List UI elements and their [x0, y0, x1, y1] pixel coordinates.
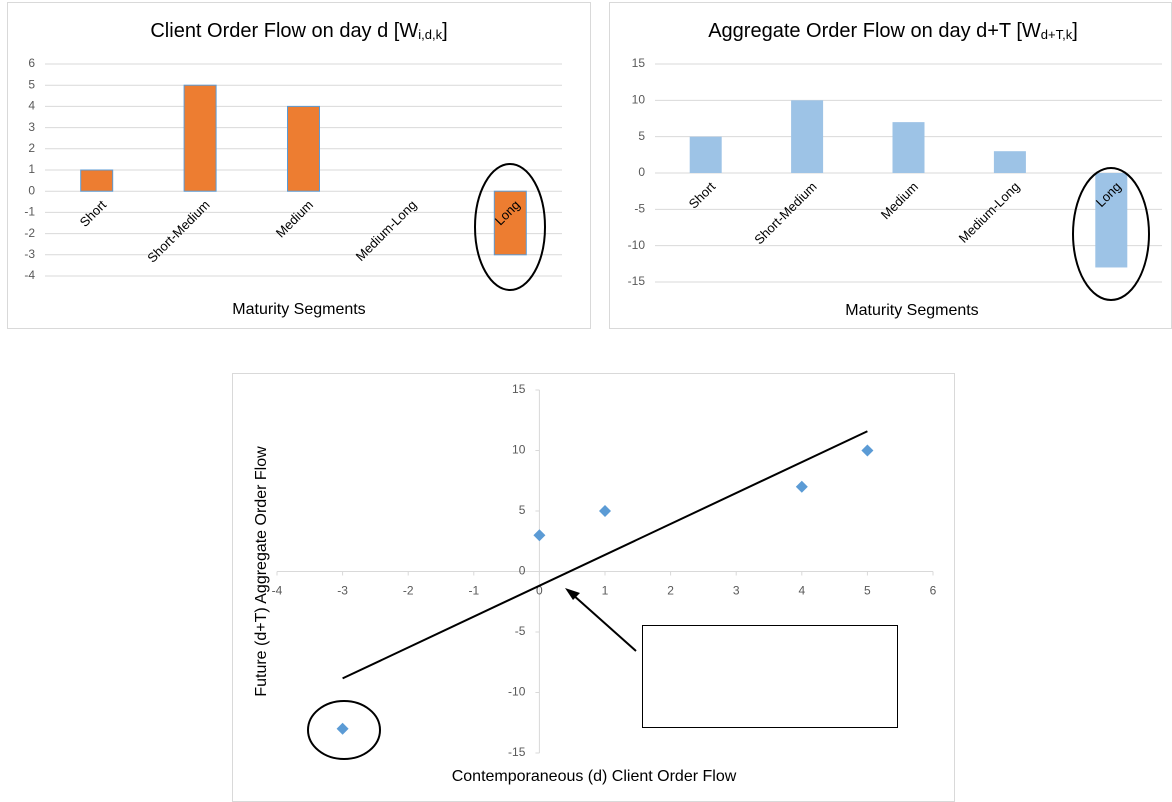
title-text: Client Order Flow on day d [W [150, 20, 418, 42]
x-tick-label: 1 [602, 584, 609, 598]
y-tick-label: 5 [638, 129, 645, 143]
y-tick-label: 15 [512, 382, 526, 396]
point [336, 722, 349, 735]
y-tick-label: 0 [28, 183, 35, 197]
y-tick-label: 1 [28, 162, 35, 176]
x-axis-title: Contemporaneous (d) Client Order Flow [452, 768, 737, 785]
x-tick-label: 6 [930, 584, 937, 598]
highlight-ellipse [474, 163, 546, 291]
chart-frame [232, 373, 955, 802]
x-axis-title: Maturity Segments [845, 302, 978, 319]
y-tick-label: 15 [632, 56, 646, 70]
y-tick-label: 10 [512, 443, 526, 457]
title-close: ] [1072, 20, 1078, 42]
y-tick-label: 5 [28, 77, 35, 91]
bar [287, 105, 320, 192]
arrow-head [565, 588, 580, 600]
y-tick-label: -1 [24, 205, 35, 219]
y-axis-title: Future (d+T) Aggregate Order Flow [253, 446, 270, 697]
point [795, 480, 808, 493]
y-tick-label: -15 [628, 274, 646, 288]
bar [1095, 173, 1128, 268]
bar [993, 151, 1026, 173]
point [599, 505, 611, 517]
x-tick-label: -3 [337, 584, 348, 598]
y-tick-label: 0 [519, 564, 526, 578]
y-tick-label: 0 [638, 165, 645, 179]
title-subscript: d+T,k [1041, 27, 1073, 42]
y-tick-label: -15 [508, 745, 526, 759]
bar [791, 100, 824, 173]
y-tick-label: -5 [515, 624, 526, 638]
point [533, 529, 546, 542]
y-tick-label: 10 [632, 93, 646, 107]
y-tick-label: 6 [28, 56, 35, 70]
chart-title: Client Order Flow on day d [Wi,d,k] [150, 20, 447, 42]
point [861, 444, 874, 457]
x-tick-label: 3 [733, 584, 740, 598]
highlight-ellipse [307, 700, 381, 760]
x-tick-label: 2 [667, 584, 674, 598]
y-tick-label: -10 [508, 685, 526, 699]
y-tick-label: -5 [634, 202, 645, 216]
x-tick-label: -1 [468, 584, 479, 598]
trendline [342, 430, 868, 680]
y-tick-label: -4 [24, 268, 35, 282]
annotation-box [642, 625, 898, 728]
arrow-shaft [571, 593, 637, 652]
bar [689, 136, 722, 173]
chart-title: Aggregate Order Flow on day d+T [Wd+T,k] [708, 20, 1078, 42]
title-close: ] [442, 20, 448, 42]
x-tick-label: 4 [798, 584, 805, 598]
y-tick-label: 3 [28, 120, 35, 134]
x-tick-label: 5 [864, 584, 871, 598]
y-tick-label: -10 [628, 238, 646, 252]
y-tick-label: -2 [24, 226, 35, 240]
y-tick-label: -3 [24, 247, 35, 261]
bar [183, 84, 217, 192]
bar [80, 169, 114, 192]
y-tick-label: 2 [28, 141, 35, 155]
y-tick-label: 5 [519, 503, 526, 517]
highlight-ellipse [1072, 167, 1150, 301]
bar [493, 190, 527, 256]
title-subscript: i,d,k [418, 27, 442, 42]
x-tick-label: -4 [272, 584, 283, 598]
x-tick-label: -2 [403, 584, 414, 598]
x-tick-label: 0 [536, 584, 543, 598]
y-tick-label: 4 [28, 99, 35, 113]
title-text: Aggregate Order Flow on day d+T [W [708, 20, 1041, 42]
x-axis-title: Maturity Segments [232, 301, 365, 318]
bar [892, 122, 925, 173]
